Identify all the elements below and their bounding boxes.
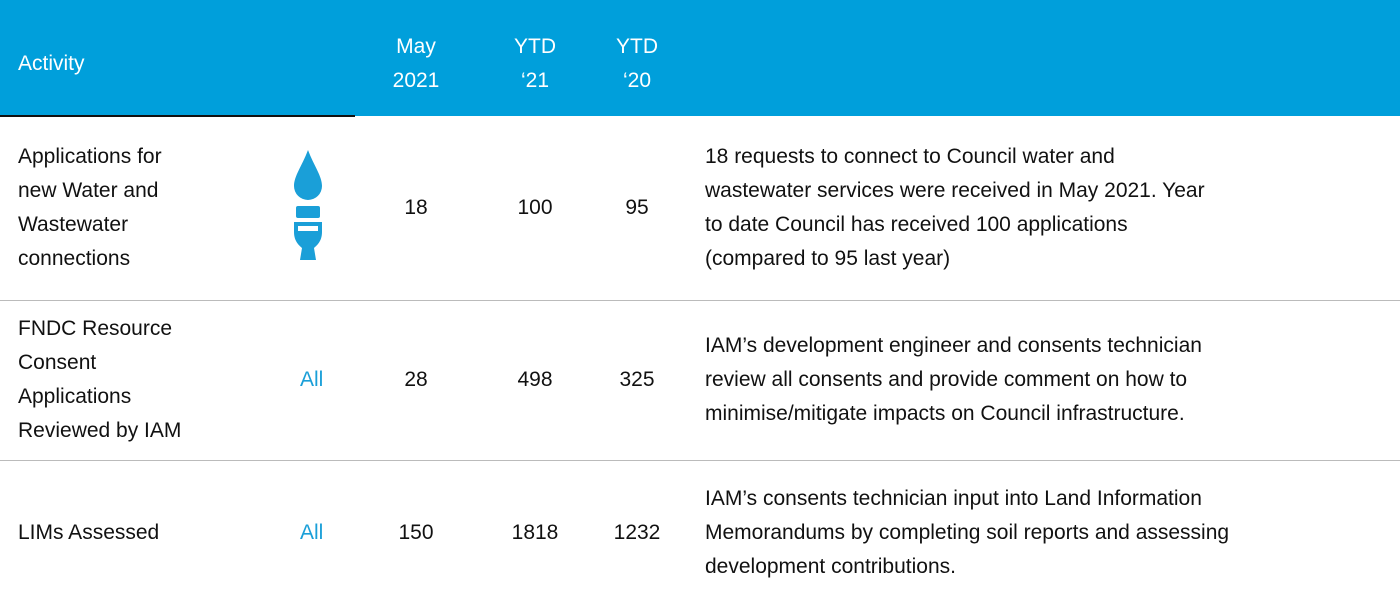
activity-cell: Wastewater <box>18 213 129 236</box>
description-cell: IAM’s consents technician input into Lan… <box>705 487 1202 510</box>
number-cell: 325 <box>619 368 655 391</box>
description-cell: wastewater services were received in May… <box>705 179 1205 202</box>
header-bar <box>0 0 1400 116</box>
activity-cell: new Water and <box>18 179 159 202</box>
number-cell: 28 <box>404 368 428 391</box>
header-cell: May <box>396 35 436 58</box>
header-cell: ‘21 <box>520 69 550 92</box>
activity-cell: Applications for <box>18 145 162 168</box>
row-separator <box>0 460 1400 461</box>
description-cell: development contributions. <box>705 555 956 578</box>
description-cell: minimise/mitigate impacts on Council inf… <box>705 402 1185 425</box>
activity-cell: FNDC Resource <box>18 317 173 340</box>
number-cell: 150 <box>398 521 434 544</box>
header-cell: Activity <box>18 52 85 75</box>
row-separator <box>0 300 1400 301</box>
number-cell: 100 <box>517 196 553 219</box>
header-cell: YTD <box>616 35 658 58</box>
activity-cell: Consent <box>18 351 97 374</box>
number-cell: 498 <box>517 368 553 391</box>
activity-cell: connections <box>18 247 131 270</box>
description-cell: 18 requests to connect to Council water … <box>705 145 1115 168</box>
number-cell: 1818 <box>511 521 559 544</box>
scope-cell: All <box>300 368 324 391</box>
number-cell: 18 <box>404 196 428 219</box>
description-cell: (compared to 95 last year) <box>705 247 951 270</box>
description-cell: IAM’s development engineer and consents … <box>705 334 1202 357</box>
description-cell: review all consents and provide comment … <box>705 368 1188 391</box>
activity-cell: Applications <box>18 385 132 408</box>
water-icon <box>294 150 322 260</box>
description-cell: to date Council has received 100 applica… <box>705 213 1128 236</box>
description-cell: Memorandums by completing soil reports a… <box>705 521 1230 544</box>
header-rule <box>0 115 355 117</box>
number-cell: 1232 <box>613 521 661 544</box>
activity-cell: Reviewed by IAM <box>18 419 182 442</box>
activity-cell: LIMs Assessed <box>18 521 160 544</box>
header-cell: YTD <box>514 35 556 58</box>
header-cell: 2021 <box>392 69 440 92</box>
header-cell: ‘20 <box>622 69 652 92</box>
number-cell: 95 <box>625 196 649 219</box>
scope-cell: All <box>300 521 324 544</box>
